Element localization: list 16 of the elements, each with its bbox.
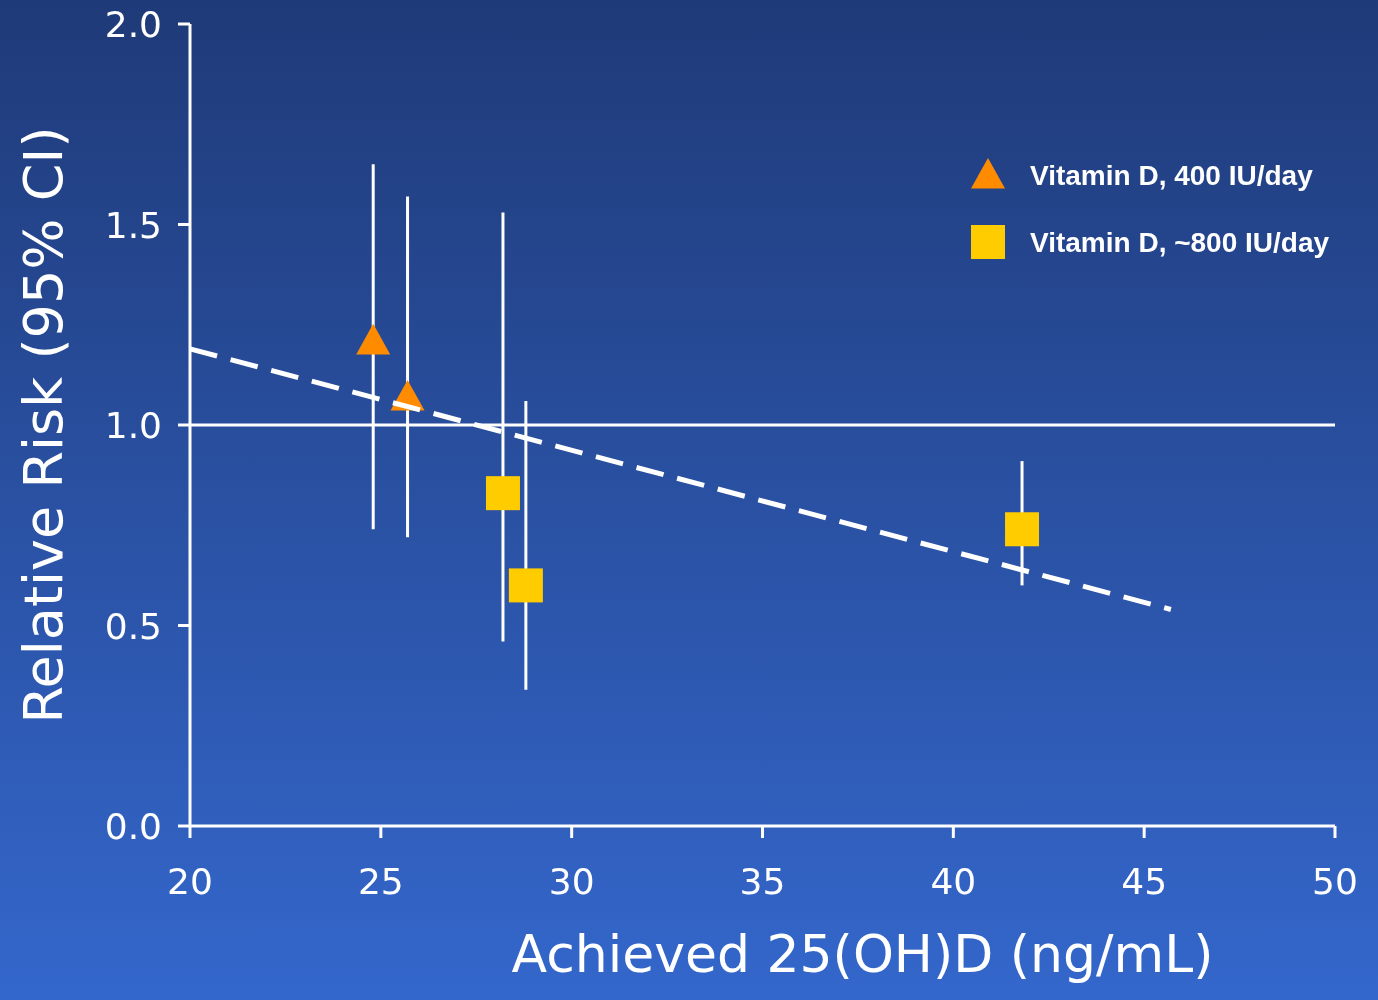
y-tick-label: 0.0 bbox=[104, 806, 162, 847]
x-tick-label: 25 bbox=[357, 861, 404, 902]
legend-label: Vitamin D, ~800 IU/day bbox=[1030, 227, 1330, 258]
x-tick-label: 50 bbox=[1312, 861, 1358, 902]
x-axis-title: Achieved 25(OH)D (ng/mL) bbox=[511, 924, 1214, 984]
y-tick-label: 1.0 bbox=[104, 405, 162, 446]
y-tick-label: 2.0 bbox=[104, 4, 162, 45]
y-tick-label: 1.5 bbox=[104, 204, 162, 246]
x-tick-label: 40 bbox=[930, 861, 977, 902]
y-tick-label: 0.5 bbox=[104, 605, 162, 647]
x-tick-label: 35 bbox=[739, 861, 786, 902]
x-tick-label: 20 bbox=[167, 861, 213, 902]
x-tick-label: 30 bbox=[548, 861, 595, 902]
x-tick-label: 45 bbox=[1121, 861, 1168, 902]
y-axis-title: Relative Risk (95% CI) bbox=[12, 126, 75, 724]
legend-label: Vitamin D, 400 IU/day bbox=[1030, 160, 1314, 191]
